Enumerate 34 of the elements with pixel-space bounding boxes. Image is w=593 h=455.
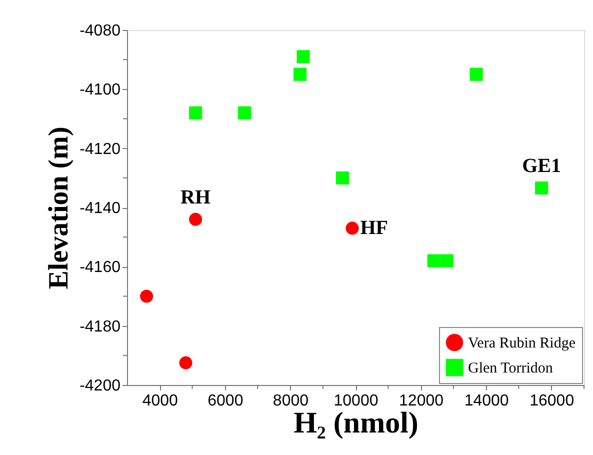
point bbox=[440, 254, 454, 268]
x-axis-title: H₂ (nmol) bbox=[294, 406, 418, 440]
y-tick-label: -4140 bbox=[80, 200, 121, 217]
point bbox=[336, 171, 349, 184]
y-tick-label: -4100 bbox=[80, 82, 121, 99]
annotation: HF bbox=[360, 217, 388, 240]
x-tick-label: 12000 bbox=[399, 392, 444, 410]
y-tick-label: -4160 bbox=[80, 259, 121, 276]
point bbox=[140, 290, 154, 303]
point bbox=[179, 356, 192, 370]
y-tick-label: -4080 bbox=[80, 22, 121, 40]
annotation: RH bbox=[180, 186, 211, 208]
point bbox=[346, 222, 359, 235]
x-tick-label: 6000 bbox=[208, 392, 244, 410]
y-tick-label: -4180 bbox=[80, 318, 121, 336]
legend-label: Glen Torridon bbox=[468, 360, 554, 376]
y-tick-label: -4120 bbox=[80, 140, 121, 158]
point bbox=[293, 68, 307, 81]
legend-label: Vera Rubin Ridge bbox=[468, 336, 576, 352]
y-axis-title: Elevation (m) bbox=[44, 126, 75, 290]
x-tick-label: 10000 bbox=[334, 392, 378, 410]
point bbox=[470, 68, 483, 81]
point bbox=[238, 106, 252, 120]
point bbox=[427, 254, 440, 268]
x-tick-label: 4000 bbox=[142, 392, 178, 410]
point bbox=[189, 212, 202, 226]
annotation: GE1 bbox=[522, 154, 562, 177]
point bbox=[535, 181, 548, 194]
x-tick-label: 8000 bbox=[272, 392, 309, 410]
x-tick-label: 16000 bbox=[530, 392, 574, 410]
point bbox=[189, 106, 202, 120]
x-tick-label: 14000 bbox=[464, 392, 509, 410]
y-tick-label: -4200 bbox=[80, 378, 121, 394]
point bbox=[296, 50, 310, 64]
